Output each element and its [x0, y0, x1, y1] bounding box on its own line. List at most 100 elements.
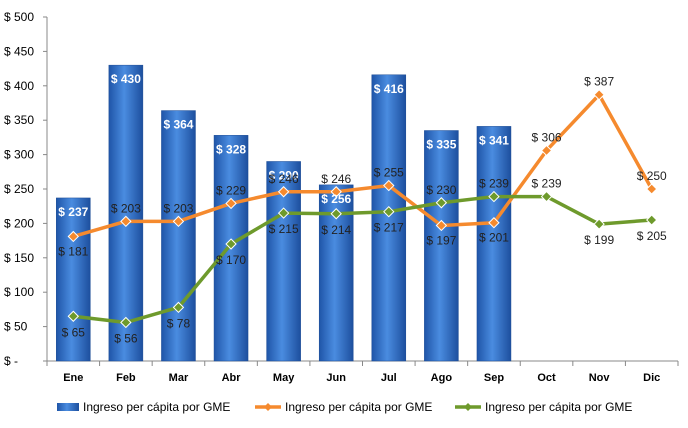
bar: [161, 110, 196, 362]
bar-data-label: $ 335: [426, 138, 456, 152]
bar-data-label: $ 430: [111, 72, 141, 86]
x-tick-label: Jun: [326, 372, 346, 384]
data-labels: $ 237 $ 430 $ 364 $ 328 $ 290 $ 256 $ 416 $ 335…: [58, 72, 667, 345]
legend: Ingreso per cápita por GME Ingreso per cá…: [57, 400, 632, 414]
orange-data-label: $ 181: [58, 244, 88, 258]
bar-data-label: $ 328: [216, 142, 246, 156]
line-marker: [277, 207, 290, 219]
line-marker: [225, 238, 237, 250]
legend-item: Ingreso per cápita por GME: [255, 400, 432, 414]
line-marker: [488, 190, 500, 203]
line-marker: [225, 197, 237, 210]
orange-line: [72, 92, 654, 239]
line-marker: [540, 144, 553, 157]
green-data-label: $ 239: [479, 177, 509, 191]
x-tick-label: Mar: [169, 372, 189, 384]
legend-label: Ingreso per cápita por GME: [83, 400, 230, 414]
x-tick-label: Sep: [484, 372, 504, 384]
line-marker: [383, 205, 395, 218]
line-marker: [67, 310, 79, 322]
bar: [424, 130, 459, 362]
line-marker: [383, 179, 395, 192]
x-tick-label: Abr: [222, 372, 242, 384]
bar: [476, 126, 512, 362]
green-data-label: $ 65: [62, 325, 86, 339]
orange-data-label: $ 387: [584, 75, 614, 89]
axes: $ - $ 50 $ 100 $ 150 $ 200 $ 250 $ 300 $ 350 $ 4…: [4, 10, 679, 384]
y-tick-label: $ 450: [4, 44, 34, 58]
legend-swatch-bar: [57, 403, 79, 411]
legend-item: Ingreso per cápita por GME: [57, 400, 230, 414]
x-tick-label: Ene: [63, 372, 83, 384]
line-marker: [646, 214, 658, 226]
bar: [108, 64, 144, 362]
green-line: [73, 194, 652, 325]
x-tick-label: May: [273, 372, 295, 384]
bar-series: [56, 64, 512, 362]
line-marker: [488, 217, 500, 229]
green-data-label: $ 170: [216, 253, 246, 267]
orange-data-label: $ 306: [532, 130, 562, 144]
orange-data-label: $ 250: [637, 169, 667, 183]
green-data-label: $ 199: [584, 233, 614, 247]
line-marker: [172, 301, 185, 314]
orange-data-label: $ 203: [163, 201, 193, 215]
green-data-label: $ 239: [532, 177, 562, 191]
green-data-label: $ 78: [167, 316, 191, 330]
green-data-label: $ 217: [374, 221, 404, 235]
y-tick-label: $ -: [4, 354, 18, 368]
x-tick-label: Dic: [643, 372, 660, 384]
legend-swatch-marker: [264, 403, 272, 411]
legend-label: Ingreso per cápita por GME: [485, 400, 632, 414]
y-tick-label: $ 500: [4, 10, 34, 24]
green-data-label: $ 205: [637, 229, 667, 243]
orange-data-label: $ 246: [269, 172, 299, 186]
green-data-label: $ 214: [321, 223, 351, 237]
orange-data-label: $ 203: [111, 201, 141, 215]
bar-data-label: $ 341: [479, 133, 509, 147]
green-data-label: $ 56: [114, 331, 138, 345]
orange-data-label: $ 246: [321, 172, 351, 186]
orange-data-label: $ 201: [479, 231, 509, 245]
legend-label: Ingreso per cápita por GME: [285, 400, 432, 414]
line-marker: [330, 186, 342, 198]
x-tick-label: Jul: [381, 372, 397, 384]
bar: [56, 197, 91, 362]
orange-data-label: $ 255: [374, 166, 404, 180]
green-data-label: $ 215: [269, 222, 299, 236]
y-tick-label: $ 150: [4, 251, 34, 265]
line-marker: [172, 215, 185, 228]
legend-swatch-marker: [464, 403, 472, 411]
bar-data-label: $ 364: [163, 118, 193, 132]
line-marker: [330, 208, 342, 220]
x-tick-label: Oct: [537, 372, 556, 384]
bar: [371, 74, 407, 362]
y-tick-label: $ 50: [4, 320, 28, 334]
y-tick-label: $ 400: [4, 79, 34, 93]
line-marker: [277, 186, 290, 198]
y-tick-label: $ 250: [4, 182, 34, 196]
green-data-label: $ 230: [426, 183, 456, 197]
line-marker: [120, 316, 132, 329]
bar-data-label: $ 256: [321, 192, 351, 206]
x-tick-label: Feb: [116, 372, 136, 384]
legend-item: Ingreso per cápita por GME: [455, 400, 632, 414]
bar-data-label: $ 290: [269, 168, 299, 182]
y-tick-label: $ 300: [4, 148, 34, 162]
line-marker: [593, 218, 605, 230]
line-marker: [435, 219, 448, 232]
line-marker: [120, 215, 132, 228]
y-tick-label: $ 350: [4, 113, 34, 127]
line-marker: [67, 230, 79, 243]
orange-data-label: $ 197: [426, 233, 456, 247]
line-series: [67, 89, 658, 329]
orange-data-label: $ 229: [216, 183, 246, 197]
bar-data-label: $ 237: [58, 205, 88, 219]
bar-data-label: $ 416: [374, 82, 404, 96]
line-marker: [435, 197, 448, 209]
x-tick-label: Nov: [589, 372, 611, 384]
line-marker: [646, 183, 658, 195]
y-tick-label: $ 100: [4, 285, 34, 299]
line-marker: [540, 190, 553, 203]
